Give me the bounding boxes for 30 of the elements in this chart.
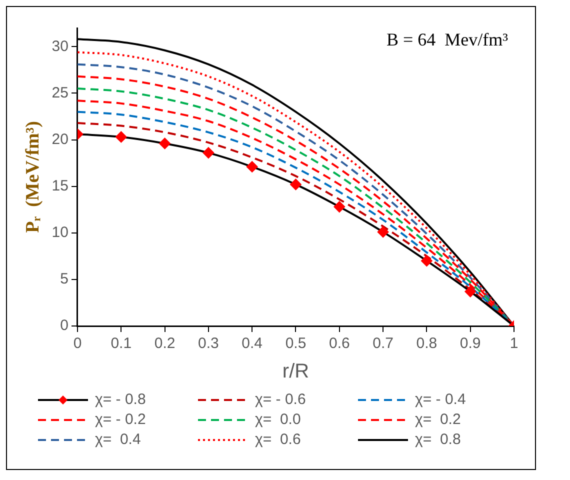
- x-tick-label: 0.4: [242, 335, 263, 352]
- legend-label: χ= 0.4: [95, 431, 141, 448]
- x-tick-label: 0.1: [110, 335, 132, 352]
- x-tick-label: 1: [510, 335, 518, 352]
- y-tick-label: 30: [52, 38, 68, 55]
- x-tick-label: 0.9: [460, 335, 481, 352]
- y-tick-label: 15: [52, 177, 68, 194]
- x-tick-label: 0.2: [154, 335, 176, 352]
- x-tick-label: 0: [73, 335, 82, 352]
- y-tick-label: 0: [60, 317, 68, 334]
- x-tick-label: 0.3: [198, 335, 219, 352]
- annotation: B = 64 Mev/fm³: [386, 30, 509, 50]
- legend-label: χ= - 0.6: [255, 391, 306, 408]
- y-tick-label: 20: [52, 130, 68, 148]
- legend-label: χ= - 0.4: [415, 391, 466, 408]
- y-tick-label: 25: [52, 84, 68, 102]
- legend-label: χ= 0.2: [415, 411, 461, 428]
- x-tick-label: 0.6: [328, 335, 350, 352]
- y-axis-title: Pᵣ (MeV/fm³): [22, 121, 44, 233]
- y-tick-label: 10: [52, 224, 68, 242]
- y-tick-label: 5: [60, 270, 68, 288]
- x-tick-label: 0.8: [416, 335, 438, 352]
- x-tick-label: 0.7: [372, 335, 394, 352]
- x-tick-label: 0.5: [285, 335, 306, 352]
- legend-label: χ= 0.0: [255, 411, 301, 428]
- x-axis-title: r/R: [282, 360, 310, 383]
- legend-label: χ= - 0.2: [95, 411, 146, 428]
- legend-label: χ= 0.8: [415, 431, 461, 448]
- legend-label: χ= 0.6: [255, 431, 301, 448]
- legend-label: χ= - 0.8: [95, 391, 146, 408]
